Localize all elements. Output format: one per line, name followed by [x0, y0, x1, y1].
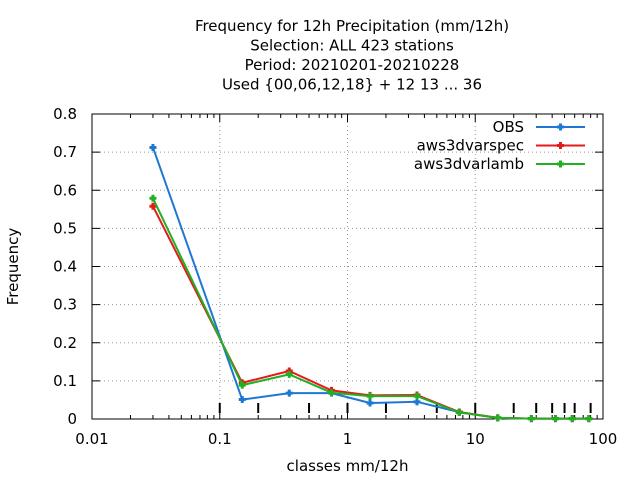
data-point	[527, 415, 535, 423]
grid	[92, 114, 603, 419]
data-point	[285, 370, 293, 378]
title-line: Selection: ALL 423 stations	[250, 37, 454, 55]
series-line	[152, 197, 589, 420]
legend-swatch-marker	[557, 123, 564, 131]
chart-title: Frequency for 12h Precipitation (mm/12h)…	[195, 17, 509, 94]
y-tick-label: 0.7	[53, 143, 77, 161]
x-tick-label: 0.1	[208, 430, 232, 448]
data-point	[494, 414, 502, 422]
y-tick-label: 0.8	[53, 105, 77, 123]
y-tick-label: 0.4	[53, 258, 77, 276]
data-point	[238, 381, 246, 389]
class-limit-markers	[218, 403, 592, 413]
legend-swatch-marker	[557, 142, 564, 149]
series-OBS	[149, 144, 593, 423]
data-point	[366, 392, 374, 400]
y-tick-label: 0.3	[53, 296, 77, 314]
axis-ticks: 0 0.1 0.2 0.3 0.4 0.5 0.6 0.7 0.8 0.01 0.1 1 10 100	[53, 105, 617, 448]
data-point	[568, 415, 576, 423]
legend-swatch-marker	[557, 160, 564, 168]
data-point	[328, 389, 336, 397]
x-axis-title: classes mm/12h	[287, 457, 409, 475]
title-line: Used {00,06,12,18} + 12 13 ... 36	[222, 76, 482, 94]
series-aws3dvarlamb	[149, 194, 593, 423]
data-point	[149, 202, 157, 210]
legend-label: aws3dvarspec	[417, 137, 524, 155]
data-point	[552, 415, 560, 423]
series-line	[152, 147, 589, 420]
legend-label: aws3dvarlamb	[414, 155, 524, 173]
y-tick-label: 0.5	[53, 219, 77, 237]
legend-label: OBS	[493, 118, 524, 136]
legend-item: OBS	[493, 118, 585, 136]
y-tick-label: 0	[67, 410, 77, 428]
series	[149, 144, 593, 423]
y-axis-title: Frequency	[4, 228, 22, 306]
x-tick-label: 10	[466, 430, 485, 448]
x-tick-label: 1	[343, 430, 353, 448]
data-point	[455, 409, 463, 417]
data-point	[366, 399, 374, 407]
series-line	[152, 205, 589, 420]
data-point	[149, 194, 157, 202]
data-point	[585, 415, 593, 423]
data-point	[238, 396, 246, 404]
data-point	[413, 392, 421, 400]
x-tick-label: 0.01	[75, 430, 108, 448]
y-tick-label: 0.1	[53, 372, 77, 390]
series-aws3dvarspec	[149, 202, 593, 423]
data-point	[285, 389, 293, 397]
legend-item: aws3dvarlamb	[414, 155, 585, 173]
title-line: Frequency for 12h Precipitation (mm/12h)	[195, 17, 509, 35]
data-point	[149, 144, 157, 152]
x-tick-label: 100	[589, 430, 618, 448]
y-tick-label: 0.2	[53, 334, 77, 352]
y-tick-label: 0.6	[53, 181, 77, 199]
title-line: Period: 20210201-20210228	[245, 56, 460, 74]
legend-item: aws3dvarspec	[417, 137, 585, 155]
